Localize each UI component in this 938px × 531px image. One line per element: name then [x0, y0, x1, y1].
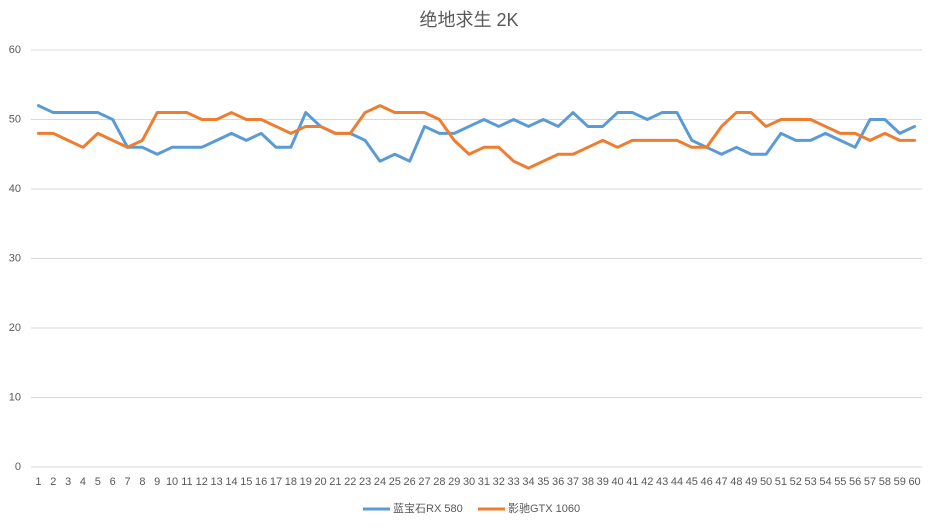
x-tick-label: 8: [139, 476, 145, 488]
x-tick-label: 1: [35, 476, 41, 488]
x-tick-label: 57: [864, 476, 876, 488]
x-tick-label: 58: [879, 476, 891, 488]
y-tick-label: 0: [15, 461, 21, 473]
x-tick-label: 41: [626, 476, 638, 488]
x-tick-label: 26: [404, 476, 416, 488]
y-tick-label: 30: [9, 252, 21, 264]
x-tick-label: 42: [641, 476, 653, 488]
y-tick-label: 20: [9, 322, 21, 334]
series-line: [36, 104, 917, 170]
x-tick-label: 15: [240, 476, 252, 488]
x-tick-label: 18: [285, 476, 297, 488]
legend-label: 蓝宝石RX 580: [393, 501, 463, 515]
x-tick-label: 31: [478, 476, 490, 488]
x-tick-label: 30: [463, 476, 475, 488]
x-tick-label: 25: [389, 476, 401, 488]
x-tick-label: 40: [611, 476, 623, 488]
x-tick-label: 16: [255, 476, 267, 488]
x-tick-label: 35: [537, 476, 549, 488]
x-tick-label: 43: [656, 476, 668, 488]
x-tick-label: 24: [374, 476, 386, 488]
x-tick-label: 39: [597, 476, 609, 488]
x-tick-label: 28: [433, 476, 445, 488]
x-tick-label: 48: [730, 476, 742, 488]
x-tick-label: 53: [805, 476, 817, 488]
x-tick-label: 13: [211, 476, 223, 488]
x-tick-label: 9: [154, 476, 160, 488]
x-tick-label: 56: [849, 476, 861, 488]
x-tick-label: 52: [790, 476, 802, 488]
x-tick-label: 44: [671, 476, 683, 488]
y-tick-label: 50: [9, 113, 21, 125]
x-tick-label: 22: [344, 476, 356, 488]
x-tick-label: 3: [65, 476, 71, 488]
x-tick-label: 54: [819, 476, 831, 488]
x-tick-label: 17: [270, 476, 282, 488]
x-tick-label: 55: [834, 476, 846, 488]
x-tick-label: 60: [908, 476, 920, 488]
x-tick-label: 23: [359, 476, 371, 488]
series-line: [36, 104, 917, 163]
x-tick-label: 19: [300, 476, 312, 488]
x-tick-label: 34: [522, 476, 534, 488]
x-tick-label: 47: [715, 476, 727, 488]
x-tick-label: 32: [493, 476, 505, 488]
x-tick-label: 38: [582, 476, 594, 488]
x-tick-label: 45: [686, 476, 698, 488]
x-tick-label: 14: [225, 476, 237, 488]
x-tick-label: 33: [508, 476, 520, 488]
chart-title: 绝地求生 2K: [419, 10, 518, 30]
y-tick-label: 40: [9, 183, 21, 195]
x-tick-label: 2: [50, 476, 56, 488]
x-tick-label: 20: [314, 476, 326, 488]
x-tick-label: 49: [745, 476, 757, 488]
x-tick-label: 36: [552, 476, 564, 488]
x-tick-label: 50: [760, 476, 772, 488]
x-tick-label: 37: [567, 476, 579, 488]
x-tick-label: 11: [181, 476, 192, 488]
y-tick-label: 10: [9, 391, 21, 403]
x-tick-label: 7: [124, 476, 130, 488]
x-tick-label: 10: [166, 476, 178, 488]
x-tick-label: 59: [894, 476, 906, 488]
y-tick-label: 60: [9, 44, 21, 56]
x-tick-label: 21: [329, 476, 341, 488]
x-tick-label: 29: [448, 476, 460, 488]
x-tick-label: 51: [775, 476, 787, 488]
x-tick-label: 27: [418, 476, 430, 488]
legend-label: 影驰GTX 1060: [508, 501, 580, 515]
x-tick-label: 12: [196, 476, 208, 488]
x-tick-label: 6: [110, 476, 116, 488]
x-tick-label: 4: [80, 476, 86, 488]
x-tick-label: 46: [701, 476, 713, 488]
x-tick-label: 5: [95, 476, 101, 488]
